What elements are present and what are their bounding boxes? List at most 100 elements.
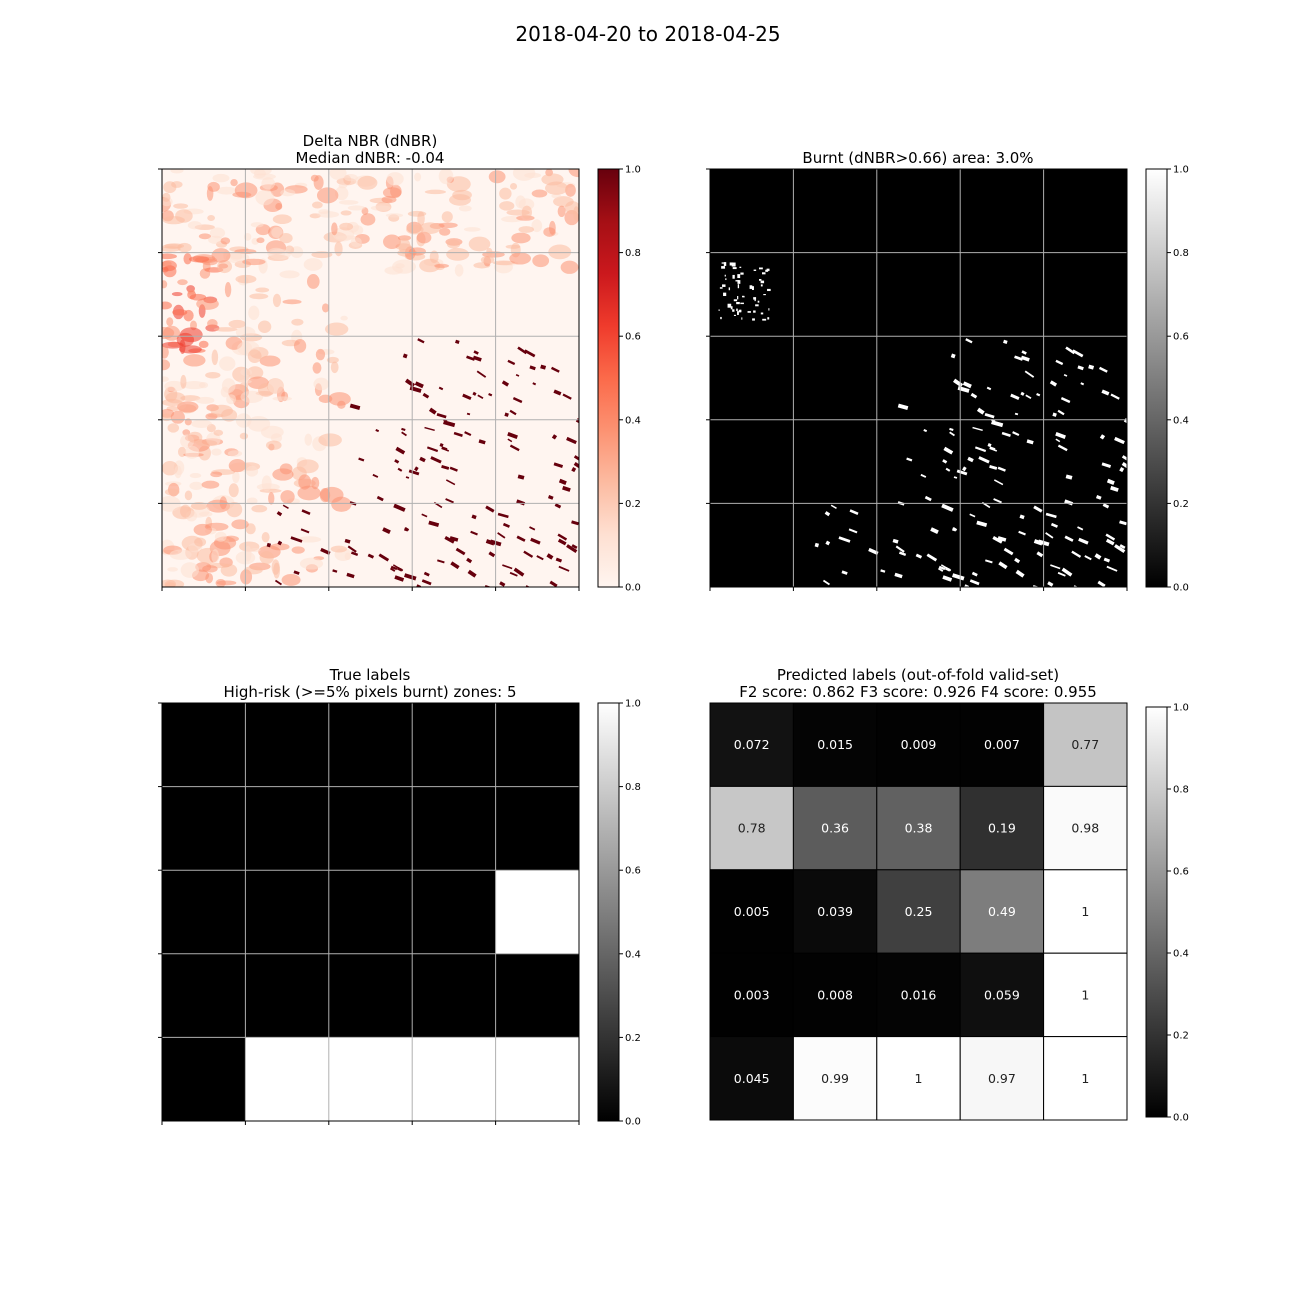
dnbr-burn-streak [513, 567, 525, 577]
burnt-pixel-cluster [942, 459, 948, 464]
dnbr-burn-streak [549, 580, 558, 587]
dnbr-burn-streak [455, 547, 466, 556]
dnbr-patch [272, 214, 292, 225]
true-label-cell [245, 870, 330, 955]
dnbr-burn-streak [394, 459, 400, 464]
burnt-speckle [722, 284, 726, 287]
dnbr-patch [171, 291, 183, 297]
true-label-cell [162, 703, 246, 788]
true-label-cell [328, 786, 413, 871]
dnbr-burn-streak [464, 431, 472, 437]
dnbr-patch [214, 531, 227, 542]
dnbr-patch [206, 186, 214, 201]
burnt-colorbar-tick-label: 0.0 [1173, 583, 1189, 594]
predicted-cell-label: 0.97 [988, 1071, 1016, 1086]
dnbr-burn-streak [419, 456, 426, 463]
dnbr-burn-streak [558, 478, 567, 485]
dnbr-patch [213, 327, 238, 332]
burnt-speckle [720, 316, 722, 320]
dnbr-patch [347, 205, 366, 211]
true-label-cell [162, 953, 246, 1038]
dnbr-patch [280, 189, 296, 197]
dnbr-patch [326, 356, 339, 364]
burnt-pixel-cluster [993, 498, 1002, 504]
true-label-cell [162, 1037, 246, 1122]
dnbr-patch [329, 169, 347, 180]
dnbr-patch [385, 213, 404, 218]
burnt-speckle [737, 296, 739, 300]
burnt-pixel-cluster [1101, 389, 1110, 396]
dnbr-patch [265, 440, 282, 451]
dnbr-burn-streak [558, 565, 570, 572]
burnt-speckle [727, 303, 732, 308]
burnt-speckle [735, 280, 740, 282]
dnbr-patch [275, 203, 283, 210]
burnt-pixel-cluster [1119, 520, 1127, 526]
burnt-speckle [752, 318, 755, 321]
predicted-cell-label: 1 [1081, 904, 1089, 919]
dnbr-patch [166, 317, 174, 327]
dnbr-patch [531, 189, 548, 198]
dnbr-burn-streak [517, 346, 528, 355]
dnbr-burn-streak [516, 535, 526, 542]
dnbr-patch [304, 433, 313, 446]
predicted-cell-label: 0.98 [1071, 821, 1099, 836]
burnt-pixel-cluster [1077, 365, 1084, 371]
dnbr-patch [211, 248, 231, 263]
dnbr-patch [531, 219, 543, 233]
dnbr-patch [199, 381, 209, 389]
burnt-pixel-cluster [923, 428, 928, 433]
burnt-speckle [739, 266, 742, 268]
dnbr-patch [261, 475, 272, 492]
predicted-cell-label: 0.36 [821, 821, 849, 836]
burnt-pixel-cluster [1003, 339, 1008, 345]
dnbr-burn-streak [466, 557, 473, 564]
burnt-pixel-cluster [1106, 478, 1115, 485]
burnt-pixel-cluster [1014, 355, 1023, 361]
dnbr-patch [328, 392, 351, 406]
dnbr-patch [180, 562, 200, 578]
dnbr-patch [207, 215, 215, 221]
dnbr-burn-streak [393, 503, 406, 512]
dnbr-patch [250, 547, 261, 553]
dnbr-colorbar-tick-label: 0.2 [625, 499, 641, 510]
dnbr-colorbar-tick-label: 1.0 [625, 165, 641, 176]
predicted-cell [876, 1036, 961, 1121]
predicted-colorbar-tick-label: 0.4 [1173, 949, 1189, 960]
burnt-pixel-cluster [1012, 431, 1020, 437]
dnbr-patch [187, 221, 202, 230]
burnt-pixel-cluster [822, 579, 830, 586]
predicted-cell [876, 785, 961, 871]
burnt-pixel-cluster [943, 446, 954, 455]
burnt-pixel-cluster [1015, 569, 1025, 578]
dnbr-burn-streak [553, 389, 562, 396]
predicted-cell [709, 869, 794, 954]
dnbr-burn-streak [466, 355, 475, 361]
dnbr-patch [557, 205, 566, 218]
dnbr-patch [162, 246, 181, 252]
dnbr-patch [291, 318, 304, 326]
dnbr-burn-streak [358, 457, 365, 462]
burnt-speckle [742, 296, 745, 298]
true-label-cell [328, 953, 413, 1038]
burnt-pixel-cluster [942, 575, 953, 582]
dnbr-patch [312, 201, 323, 209]
burnt-pixel-cluster [949, 431, 955, 437]
predicted-cell [959, 702, 1045, 787]
dnbr-patch [162, 280, 168, 289]
dnbr-patch [169, 549, 192, 560]
burnt-speckle [737, 280, 741, 284]
dnbr-burn-streak [276, 511, 283, 517]
burnt-pixel-cluster [938, 565, 946, 571]
dnbr-burn-streak [453, 431, 463, 437]
dnbr-patch [395, 263, 405, 269]
dnbr-patch [330, 361, 339, 374]
dnbr-patch [281, 574, 301, 586]
dnbr-patch [251, 504, 268, 513]
predicted-cell-label: 0.059 [984, 987, 1020, 1002]
dnbr-burn-streak [478, 439, 486, 445]
dnbr-patch [299, 557, 324, 570]
dnbr-burn-streak [402, 353, 408, 359]
burnt-speckle [762, 272, 766, 275]
burnt-pixel-cluster [967, 456, 974, 463]
